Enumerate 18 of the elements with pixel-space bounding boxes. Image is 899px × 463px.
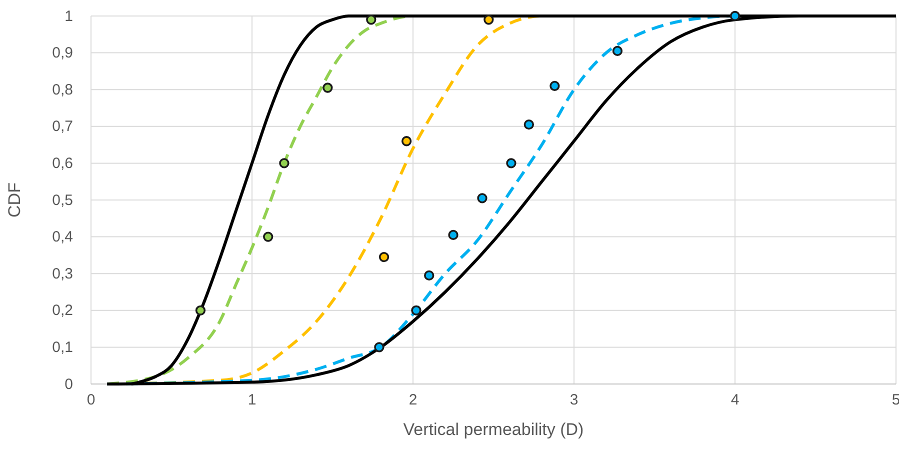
x-tick-label: 2 <box>408 392 418 409</box>
y-tick-label: 0,1 <box>52 339 73 356</box>
y-tick-label: 0,5 <box>52 192 73 209</box>
y-tick-label: 1 <box>64 8 73 25</box>
x-tick-label: 0 <box>86 392 96 409</box>
y-tick-label: 0,3 <box>52 265 73 282</box>
y-tick-label: 0,9 <box>52 44 73 62</box>
y-tick-label: 0,4 <box>52 228 73 246</box>
x-tick-label: 4 <box>730 392 740 409</box>
y-tick-label: 0 <box>64 376 73 393</box>
y-tick-label: 0,7 <box>52 118 73 136</box>
y-tick-label: 0,2 <box>52 302 73 320</box>
y-axis-title: CDF <box>5 182 24 218</box>
y-tick-label: 0,6 <box>52 155 73 172</box>
x-tick-label: 3 <box>570 392 578 409</box>
x-axis-title: Vertical permeability (D) <box>403 420 584 439</box>
x-tick-label: 1 <box>248 392 256 409</box>
y-tick-label: 0,8 <box>52 81 73 98</box>
